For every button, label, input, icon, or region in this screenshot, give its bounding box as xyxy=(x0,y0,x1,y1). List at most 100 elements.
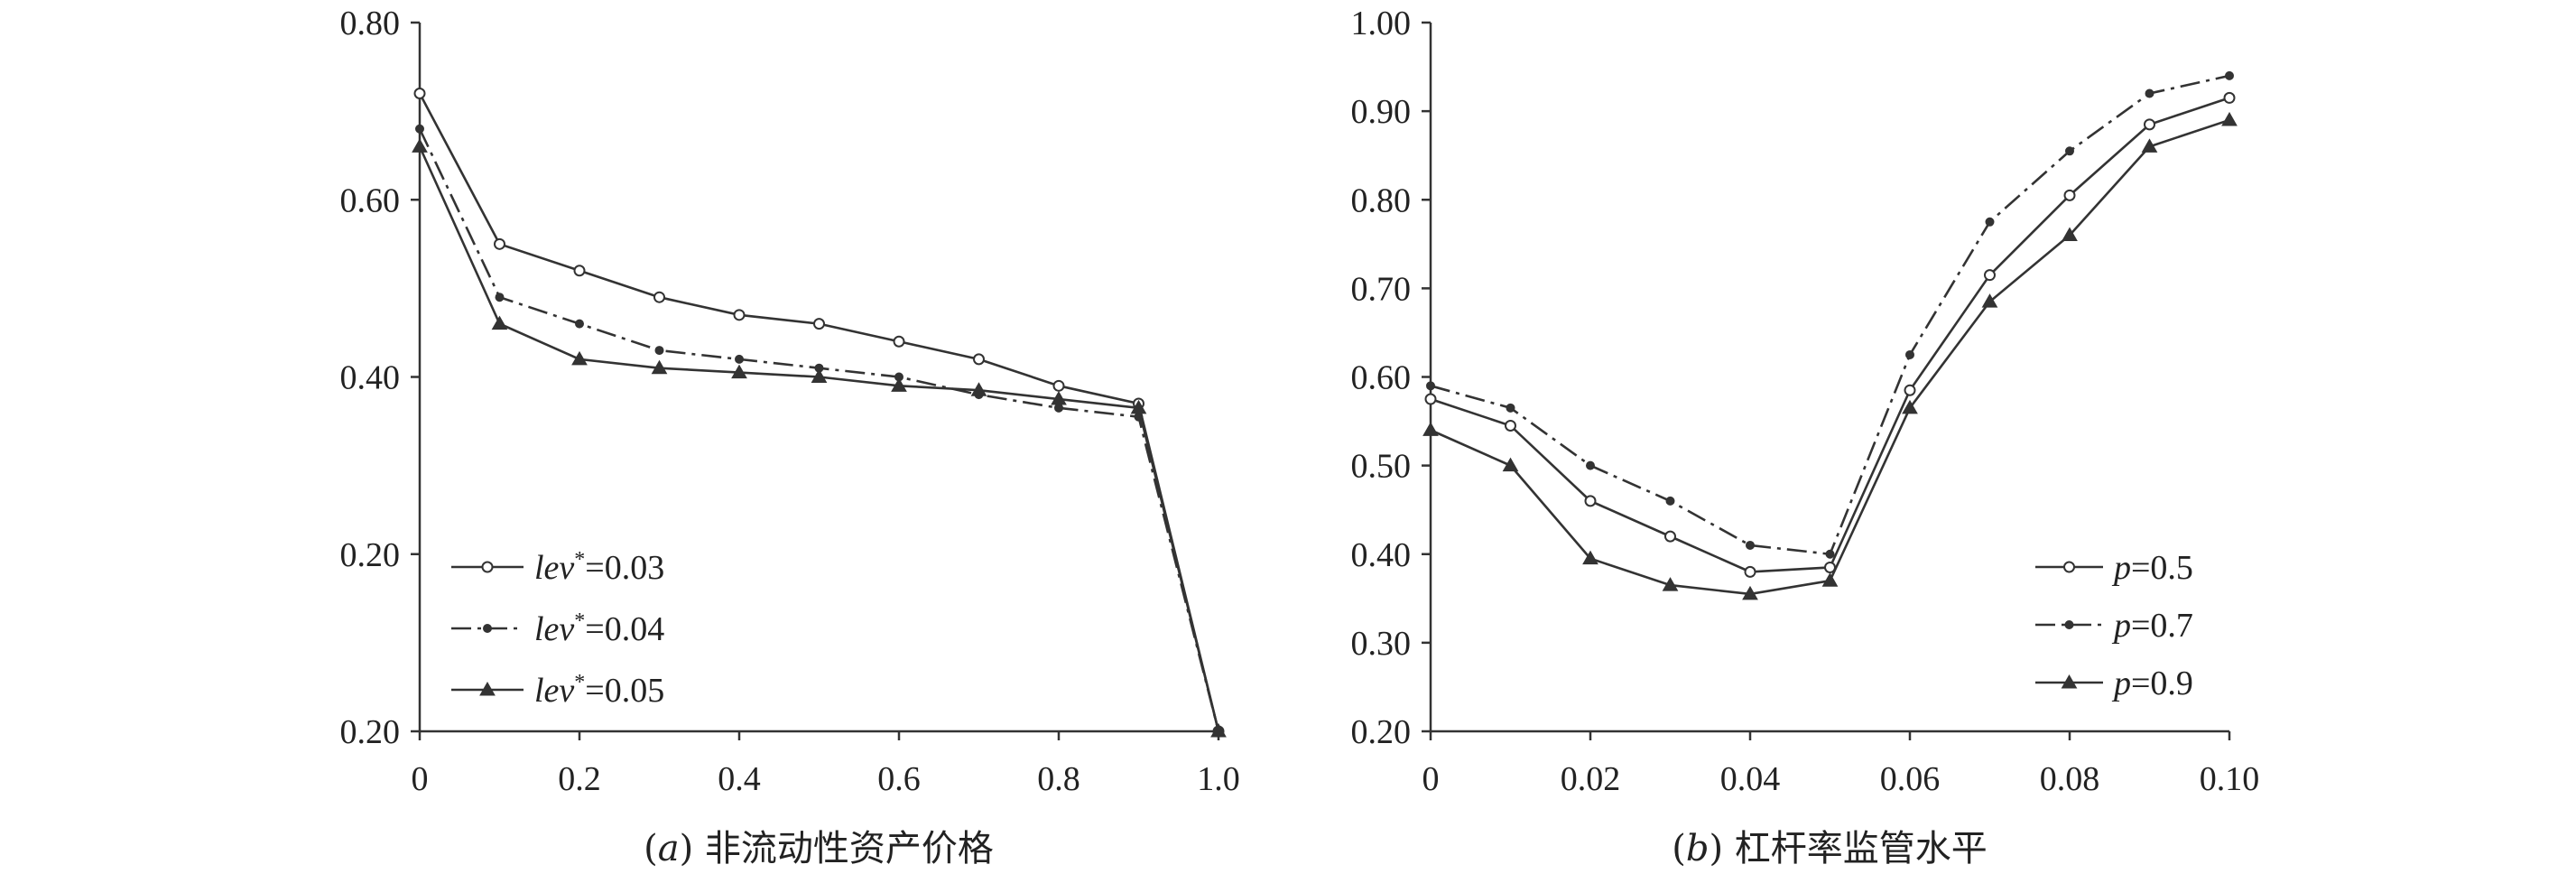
chart-b-series-0-point xyxy=(1505,419,1516,432)
chart-b-series-2-point xyxy=(1742,585,1758,600)
chart-a-legend-marker-0 xyxy=(481,561,494,573)
chart-a-x-tick-label: 0 xyxy=(412,760,429,798)
chart-b-series-1-point xyxy=(1586,460,1595,470)
chart-b-series-2-point xyxy=(1821,572,1839,587)
chart-b-x-tick-label: 0.04 xyxy=(1720,760,1781,798)
chart-b-series-2-point xyxy=(2221,111,2238,126)
chart-b-series-0-point xyxy=(1664,530,1676,543)
chart-a-y-tick-label: 0.60 xyxy=(340,181,401,219)
chart-a: 0.20 0.20 0.40 0.60 0.80 0 0.2 0.4 0.6 0.8 1.0 lev*… xyxy=(340,5,1240,869)
chart-a-series-2-point xyxy=(491,315,508,330)
chart-a-y-tick-label: 0.20 xyxy=(340,713,401,751)
chart-a-series-2-point xyxy=(412,138,428,153)
chart-a-legend-label-2: lev*=0.05 xyxy=(534,671,664,710)
chart-b-y-tick-label: 0.30 xyxy=(1351,625,1412,663)
chart-a-series-1-point xyxy=(415,124,424,134)
chart-b-series-0-point xyxy=(1984,269,1996,282)
chart-b-y-tick-label: 1.00 xyxy=(1351,5,1412,42)
chart-b-series-1-point xyxy=(2065,146,2074,156)
chart-a-series-0-point xyxy=(413,88,426,99)
chart-b-caption: (b) 杠杆率监管水平 xyxy=(1672,828,1988,869)
chart-a-series-2-point xyxy=(571,350,588,366)
chart-a-x-tick-label: 0.8 xyxy=(1037,760,1080,798)
chart-b-legend-label-1: p=0.7 xyxy=(2111,607,2193,645)
chart-a-series-0-point xyxy=(1052,379,1065,392)
chart-a-caption: (a) 非流动性资产价格 xyxy=(644,828,994,869)
chart-b-y-tick-label: 0.60 xyxy=(1351,359,1412,397)
chart-b-x-tick-label: 0.10 xyxy=(2200,760,2260,798)
chart-b-legend-marker-2 xyxy=(2061,674,2078,689)
chart-b-series-2-point xyxy=(2062,227,2078,241)
chart-a-legend-marker-1 xyxy=(483,624,492,633)
chart-a-series-1-point xyxy=(735,354,744,364)
chart-a-x-tick-label: 0.6 xyxy=(877,760,921,798)
chart-a-series-0-point xyxy=(653,291,665,303)
chart-b-y-tick-label: 0.20 xyxy=(1351,713,1412,751)
chart-a-legend-marker-2 xyxy=(479,681,496,696)
chart-b-y-tick-label: 0.40 xyxy=(1351,536,1412,574)
chart-b-series-0-point xyxy=(2144,118,2155,131)
chart-b-y-tick-label: 0.90 xyxy=(1351,93,1412,131)
chart-b-series-1-point xyxy=(1426,381,1435,391)
chart-b-legend-label-0: p=0.5 xyxy=(2111,549,2193,587)
chart-a-y-tick-label: 0.40 xyxy=(340,359,401,397)
chart-b-series-1-point xyxy=(1825,549,1835,559)
chart-b-legend-label-2: p=0.9 xyxy=(2111,665,2193,702)
chart-b-y-tick-label: 0.50 xyxy=(1351,448,1412,486)
chart-a-series-0-point xyxy=(733,309,746,321)
chart-a-legend-label-1: lev*=0.04 xyxy=(534,609,664,648)
chart-a-legend-label-0: lev*=0.03 xyxy=(534,548,664,587)
chart-b-x-tick-label: 0.08 xyxy=(2040,760,2100,798)
chart-a-series-1-point xyxy=(654,346,664,356)
chart-a-series-2-point xyxy=(811,368,828,383)
chart-a-series-2-point xyxy=(1051,391,1067,405)
chart-b-series-1-point xyxy=(1985,217,1995,227)
chart-a-series-0-point xyxy=(494,237,505,250)
chart-b: 0.20 0.30 0.40 0.50 0.60 0.70 0.80 0.90 1.00 0 0.0… xyxy=(1351,5,2260,869)
chart-b-series-0-point xyxy=(1904,384,1916,396)
chart-a-x-tick-label: 0.2 xyxy=(558,760,601,798)
chart-b-x-tick-label: 0 xyxy=(1422,760,1440,798)
chart-a-series-0-point xyxy=(573,265,586,277)
chart-a-series-0-point xyxy=(813,318,825,330)
chart-a-series-2-point xyxy=(1210,722,1227,738)
chart-b-series-2-point xyxy=(1662,577,1679,591)
chart-b-series-1-point xyxy=(1665,496,1675,506)
chart-b-legend-marker-1 xyxy=(2064,620,2074,629)
chart-b-x-tick-label: 0.02 xyxy=(1561,760,1621,798)
chart-a-x-tick-label: 1.0 xyxy=(1197,760,1240,798)
chart-a-x-tick-label: 0.4 xyxy=(718,760,761,798)
chart-b-series-0-line xyxy=(1430,97,2230,573)
chart-a-series-0-point xyxy=(973,353,985,366)
chart-b-series-2-line xyxy=(1430,118,2230,596)
chart-b-series-1-point xyxy=(2145,88,2154,98)
chart-a-y-tick-label: 0.20 xyxy=(340,536,401,574)
chart-b-series-2-point xyxy=(2141,138,2158,153)
chart-b-series-0-point xyxy=(1584,495,1597,507)
chart-a-series-2-point xyxy=(731,364,747,379)
chart-b-series-0-point xyxy=(2063,189,2076,201)
chart-b-series-1-line xyxy=(1430,74,2230,556)
chart-a-series-2-point xyxy=(1130,399,1147,414)
chart-b-series-2-point xyxy=(1422,422,1439,436)
chart-b-series-0-point xyxy=(1424,393,1437,405)
chart-b-series-2-point xyxy=(1582,550,1598,565)
chart-b-series-2-point xyxy=(1981,293,1998,308)
chart-a-series-1-point xyxy=(575,319,584,329)
chart-b-x-tick-label: 0.06 xyxy=(1880,760,1941,798)
chart-b-series-1-point xyxy=(1506,403,1515,413)
chart-a-series-2-point xyxy=(970,382,987,396)
chart-b-y-tick-label: 0.70 xyxy=(1351,270,1412,308)
chart-b-series-0-point xyxy=(2223,91,2236,104)
chart-a-y-tick-label: 0.80 xyxy=(340,5,401,42)
chart-b-series-2-point xyxy=(1502,457,1519,472)
chart-b-series-1-point xyxy=(1905,349,1914,359)
chart-b-series-1-point xyxy=(2225,70,2234,80)
chart-b-series-0-point xyxy=(1744,565,1756,578)
chart-a-series-2-point xyxy=(891,377,907,392)
chart-b-series-2-point xyxy=(1902,399,1918,414)
chart-b-series-1-point xyxy=(1746,540,1755,550)
chart-a-series-1-point xyxy=(1054,403,1063,413)
chart-b-y-tick-label: 0.80 xyxy=(1351,181,1412,219)
